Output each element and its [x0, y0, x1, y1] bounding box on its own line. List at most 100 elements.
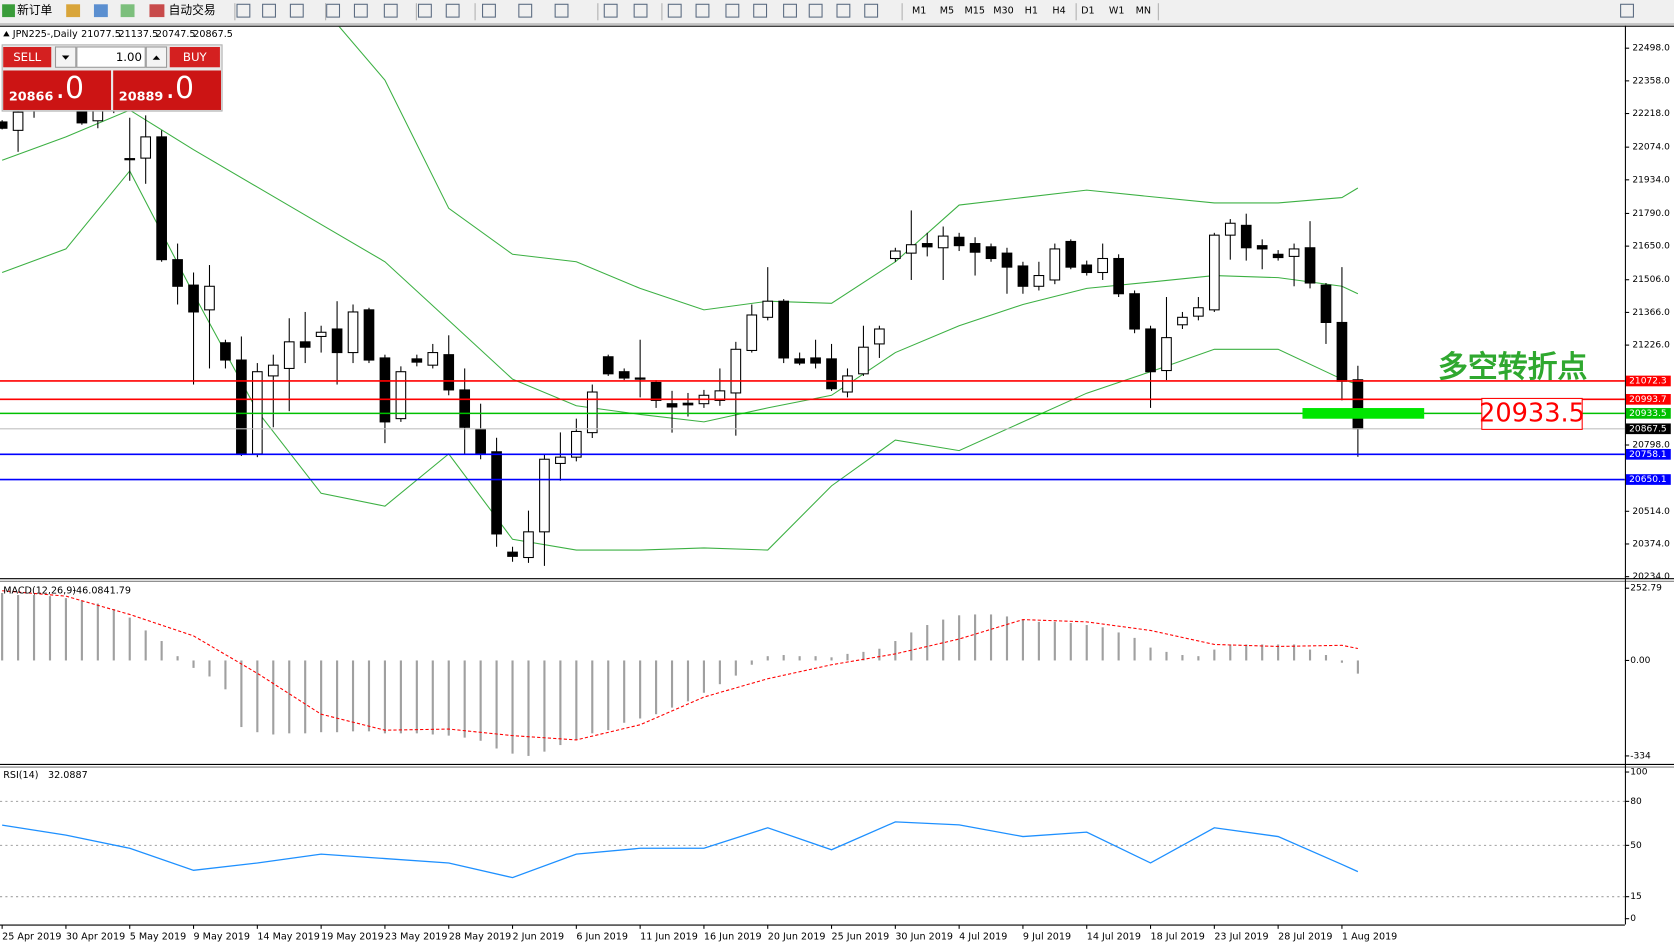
bid-price[interactable]: 20866	[9, 90, 54, 105]
tool-icon[interactable]	[667, 3, 682, 18]
buy-label[interactable]: BUY	[183, 50, 208, 64]
macd-histogram-bar	[1101, 627, 1104, 661]
sell-button[interactable]	[3, 46, 52, 68]
tool-icon[interactable]	[417, 3, 432, 18]
auto-trading-icon[interactable]	[149, 4, 165, 18]
timeframe-button[interactable]: M1	[912, 6, 926, 17]
candle-body	[937, 235, 949, 249]
tool-icon[interactable]	[66, 4, 81, 18]
sell-label[interactable]: SELL	[13, 50, 41, 64]
macd-histogram-bar	[351, 660, 355, 732]
buy-price-box[interactable]	[113, 70, 221, 110]
tool-icon[interactable]	[518, 3, 533, 18]
tool-icon[interactable]	[554, 3, 569, 18]
title-arrow	[3, 30, 10, 37]
macd-histogram-bar	[702, 660, 706, 693]
tool-icon[interactable]	[482, 3, 496, 18]
candle-body	[299, 341, 311, 348]
x-tick-label: 2 Jun 2019	[513, 931, 565, 942]
tool-icon[interactable]	[864, 3, 879, 18]
tool-icon[interactable]	[695, 3, 710, 18]
macd-panel	[1, 590, 1359, 756]
level-label-bg	[1625, 408, 1671, 419]
tool-icon[interactable]	[289, 3, 304, 18]
new-order-icon[interactable]	[2, 4, 15, 18]
macd-histogram-bar	[1117, 632, 1120, 661]
timeframe-button[interactable]: H1	[1025, 6, 1038, 17]
tool-icon[interactable]	[445, 3, 460, 18]
new-order-button[interactable]: 新订单	[17, 3, 52, 17]
candle-body	[1081, 264, 1093, 274]
current-price-label: 20867.5	[1629, 424, 1666, 434]
tool-icon[interactable]	[783, 3, 797, 18]
timeframe-button[interactable]: H4	[1052, 6, 1065, 17]
tool-icon[interactable]	[326, 3, 341, 18]
buy-button[interactable]	[169, 46, 220, 68]
macd-histogram-bar	[1308, 649, 1312, 661]
lot-up-arrow	[152, 55, 161, 60]
timeframe-button[interactable]: M30	[993, 6, 1014, 17]
timeframe-button[interactable]: MN	[1136, 6, 1151, 17]
candle-body	[1352, 379, 1364, 430]
tool-icon[interactable]	[353, 3, 368, 18]
macd-histogram-bar	[1293, 644, 1296, 661]
macd-histogram-bar	[383, 660, 387, 734]
macd-histogram-bar	[336, 660, 339, 733]
x-tick-label: 9 Jul 2019	[1023, 931, 1071, 942]
candle-body	[507, 551, 518, 557]
candle-body	[570, 430, 582, 458]
candle-body	[921, 243, 933, 248]
timeframe-button[interactable]: M5	[940, 6, 954, 17]
tool-icon[interactable]	[633, 3, 648, 18]
y-tick-label: 252.79	[1630, 584, 1662, 594]
tool-icon[interactable]	[1620, 3, 1634, 18]
macd-histogram-bar	[1181, 655, 1184, 661]
tool-icon[interactable]	[262, 3, 276, 18]
candle-body	[236, 359, 247, 455]
macd-histogram-bar	[511, 660, 514, 754]
timeframe-button[interactable]: D1	[1081, 6, 1094, 17]
ask-fraction[interactable]: .0	[165, 71, 194, 106]
candle-body	[331, 328, 343, 354]
lot-input[interactable]	[76, 46, 146, 68]
x-tick-label: 20 Jun 2019	[768, 931, 826, 942]
tool-icon[interactable]	[725, 3, 740, 18]
y-tick-label: 80	[1630, 797, 1642, 807]
y-tick-label: 22498.0	[1632, 44, 1670, 54]
macd-title: MACD(12,26,9)	[3, 585, 76, 596]
macd-histogram-bar	[479, 660, 482, 741]
timeframe-button[interactable]: W1	[1109, 6, 1125, 17]
candle-body	[1161, 337, 1172, 372]
macd-histogram-bar	[1261, 644, 1264, 661]
x-tick-label: 11 Jun 2019	[640, 931, 698, 942]
tool-icon[interactable]	[836, 3, 851, 18]
candle-body	[682, 402, 694, 406]
sell-price-box[interactable]	[3, 70, 112, 110]
macd-histogram-bar	[399, 660, 402, 734]
x-tick-label: 25 Apr 2019	[2, 931, 61, 942]
rsi-panel	[0, 800, 1625, 898]
candle-body	[1113, 257, 1124, 295]
x-tick-label: 23 Jul 2019	[1214, 931, 1268, 942]
drawing-tools	[234, 3, 1634, 21]
auto-trading-button[interactable]: 自动交易	[169, 3, 216, 17]
tool-icon[interactable]	[120, 4, 135, 18]
macd-histogram-bar	[559, 660, 562, 746]
tool-icon[interactable]	[808, 3, 823, 18]
bollinger-band	[338, 26, 1359, 311]
x-tick-label: 6 Jun 2019	[576, 931, 628, 942]
x-tick-label: 30 Apr 2019	[66, 931, 125, 942]
tool-icon[interactable]	[93, 4, 108, 18]
lot-value[interactable]: 1.00	[116, 50, 142, 64]
tool-icon[interactable]	[236, 3, 251, 18]
macd-histogram-bar	[942, 619, 945, 661]
ask-price[interactable]: 20889	[119, 90, 164, 105]
macd-histogram-bar	[240, 660, 243, 728]
tool-icon[interactable]	[383, 3, 398, 18]
timeframe-button[interactable]: M15	[964, 6, 985, 17]
tool-icon[interactable]	[603, 3, 618, 18]
macd-histogram-bar	[1165, 651, 1168, 661]
bid-fraction[interactable]: .0	[56, 71, 85, 106]
macd-histogram-bar	[974, 614, 977, 661]
tool-icon[interactable]	[753, 3, 768, 18]
